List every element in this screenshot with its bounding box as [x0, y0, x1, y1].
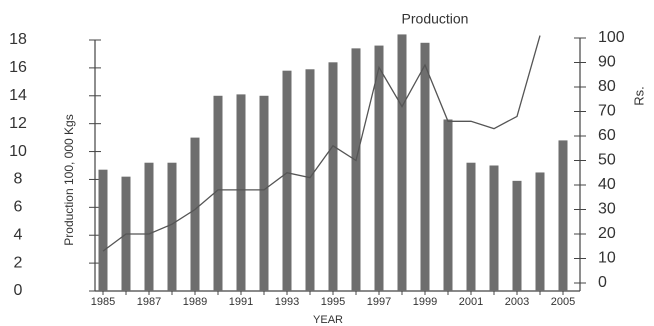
y2-tick-label: 30: [598, 201, 616, 218]
y-tick-label: 4: [14, 226, 23, 243]
bar: [282, 70, 292, 291]
x-tick-label: 1987: [137, 296, 161, 308]
y-tick-label: 18: [9, 31, 27, 48]
y2-tick-label: 70: [598, 103, 616, 120]
bar: [397, 34, 407, 292]
bar: [213, 95, 223, 292]
bar: [236, 94, 246, 291]
y-tick-label: 0: [14, 282, 23, 299]
annotation: Production: [402, 11, 469, 27]
x-tick-label: 1995: [321, 296, 345, 308]
line: [102, 35, 541, 252]
y2-tick-label: 20: [598, 225, 616, 242]
y2-tick-label: 0: [598, 274, 607, 291]
bar: [420, 42, 430, 292]
y2-tick-label: 80: [598, 78, 616, 95]
x-tick-label: 2001: [459, 296, 483, 308]
bar: [167, 162, 177, 291]
x-tick-label: 1989: [183, 296, 207, 308]
x-tick-label: 1993: [275, 296, 299, 308]
y-axis-label: Production 100, 000 Kgs: [62, 114, 76, 245]
bar: [305, 69, 315, 292]
bar: [512, 180, 522, 291]
bar: [466, 162, 476, 291]
y-tick-label: 6: [14, 199, 23, 216]
x-tick-label: 1991: [229, 296, 253, 308]
bar: [351, 48, 361, 291]
y2-tick-label: 50: [598, 152, 616, 169]
bar: [328, 62, 338, 291]
y2-tick-label: 40: [598, 176, 616, 193]
y-tick-label: 8: [14, 171, 23, 188]
bar: [190, 137, 200, 291]
bar: [144, 162, 154, 291]
x-tick-label: 1997: [367, 296, 391, 308]
x-tick-label: 2005: [551, 296, 575, 308]
y-tick-label: 2: [14, 254, 23, 271]
x-axis-label: YEAR: [313, 314, 343, 326]
y2-tick-label: 10: [598, 250, 616, 267]
bar: [259, 95, 269, 292]
y2-tick-label: 100: [598, 29, 625, 46]
bar: [489, 165, 499, 291]
x-tick-label: 1985: [91, 296, 115, 308]
bar: [443, 119, 453, 291]
y-tick-label: 12: [9, 115, 27, 132]
y2-axis-label: Rs.: [631, 86, 646, 106]
x-tick-label: 1999: [413, 296, 437, 308]
y-tick-label: 10: [9, 143, 27, 160]
y-tick-label: 16: [9, 59, 27, 76]
bar: [535, 172, 545, 291]
y2-tick-label: 90: [598, 54, 616, 71]
y-tick-label: 14: [9, 87, 27, 104]
x-tick-label: 2003: [505, 296, 529, 308]
y2-tick-label: 60: [598, 127, 616, 144]
bar: [374, 45, 384, 292]
bar: [558, 140, 568, 291]
bar: [98, 169, 108, 291]
